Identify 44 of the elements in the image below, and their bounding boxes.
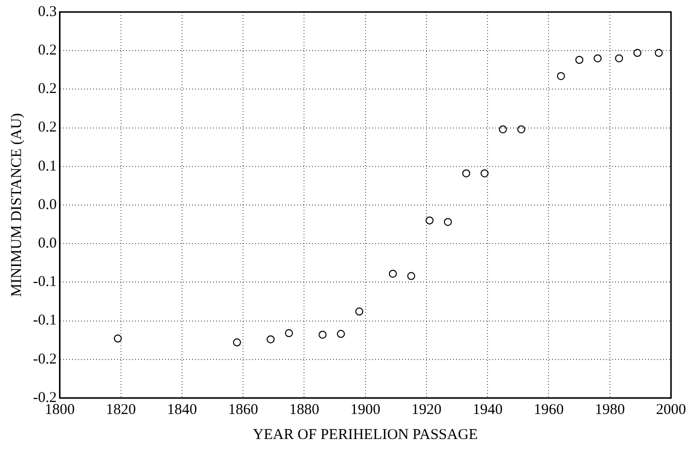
point	[266, 335, 275, 344]
x-tick-label: 1800	[44, 402, 75, 418]
point	[575, 56, 584, 64]
x-tick-label: 1900	[350, 402, 380, 418]
point	[462, 169, 470, 178]
y-tick-label: 0.0	[38, 196, 57, 213]
x-tick-label: 1980	[594, 402, 625, 418]
point	[654, 48, 663, 57]
x-tick-label: 1880	[289, 402, 320, 418]
x-tick-label: 1820	[106, 402, 136, 418]
point	[517, 125, 526, 134]
point	[233, 338, 242, 346]
x-axis-title: YEAR OF PERIHELION PASSAGE	[252, 426, 478, 443]
point	[444, 218, 452, 226]
y-tick-label: -0.2	[32, 351, 57, 368]
y-tick-label: 0.3	[38, 4, 57, 20]
y-axis-title: MINIMUM DISTANCE (AU)	[8, 113, 25, 297]
point	[480, 169, 489, 178]
point	[284, 329, 293, 338]
point	[114, 334, 122, 343]
point	[336, 330, 345, 338]
point	[594, 54, 602, 62]
point	[407, 272, 416, 280]
y-tick-label: 0.2	[38, 120, 57, 136]
x-tick-label: 1960	[534, 402, 564, 418]
y-tick-label: 0.1	[38, 158, 57, 174]
x-tick-label: 1840	[166, 402, 197, 418]
point	[633, 48, 642, 57]
point	[355, 308, 364, 316]
point	[426, 216, 434, 224]
y-tick-label: 0.2	[38, 42, 57, 59]
x-tick-label: 1940	[472, 402, 503, 418]
y-tick-label: -0.1	[32, 274, 57, 290]
point	[498, 125, 507, 134]
point	[615, 54, 624, 62]
point	[556, 72, 565, 80]
y-tick-label: 0.0	[38, 236, 57, 252]
point	[388, 270, 397, 278]
point	[318, 330, 327, 339]
x-tick-label: 1860	[228, 402, 258, 418]
x-tick-label: 1920	[412, 402, 442, 418]
x-tick-label: 2000	[656, 402, 686, 418]
y-tick-label: -0.1	[32, 312, 57, 329]
y-tick-label: 0.2	[38, 81, 57, 98]
